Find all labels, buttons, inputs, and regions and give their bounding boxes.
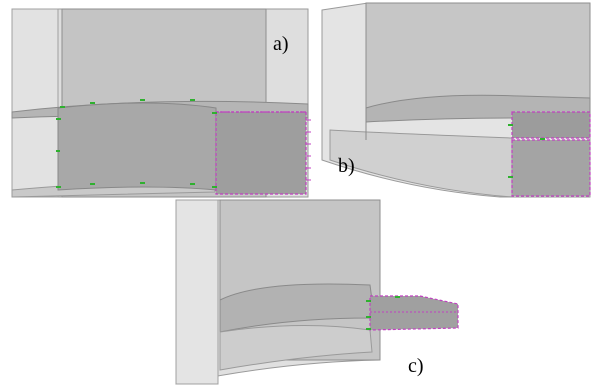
panel-c: c) — [175, 199, 459, 385]
panel-a-magenta-ticks — [306, 119, 311, 181]
panel-a-mesh-box — [215, 111, 307, 195]
panel-c-lower-shell — [219, 324, 373, 371]
panel-a-label: a) — [273, 33, 289, 55]
panel-c-label: c) — [408, 355, 424, 377]
panel-b-label: b) — [338, 155, 355, 177]
panel-b: b) — [321, 2, 591, 198]
panel-b-mesh-box-top — [511, 111, 591, 139]
panel-a-cell — [57, 102, 217, 191]
panel-b-green-nodes — [508, 124, 545, 178]
panel-b-lower-shell — [329, 129, 513, 198]
panel-a-green-nodes — [56, 99, 217, 188]
panel-c-green-nodes — [366, 296, 400, 330]
panel-a: a) — [11, 8, 311, 198]
panel-b-mesh-box-bottom — [511, 139, 591, 197]
panel-a-left-strip — [11, 8, 59, 198]
panel-c-mesh-wedge — [369, 295, 459, 331]
panel-c-left-strip — [175, 199, 219, 385]
